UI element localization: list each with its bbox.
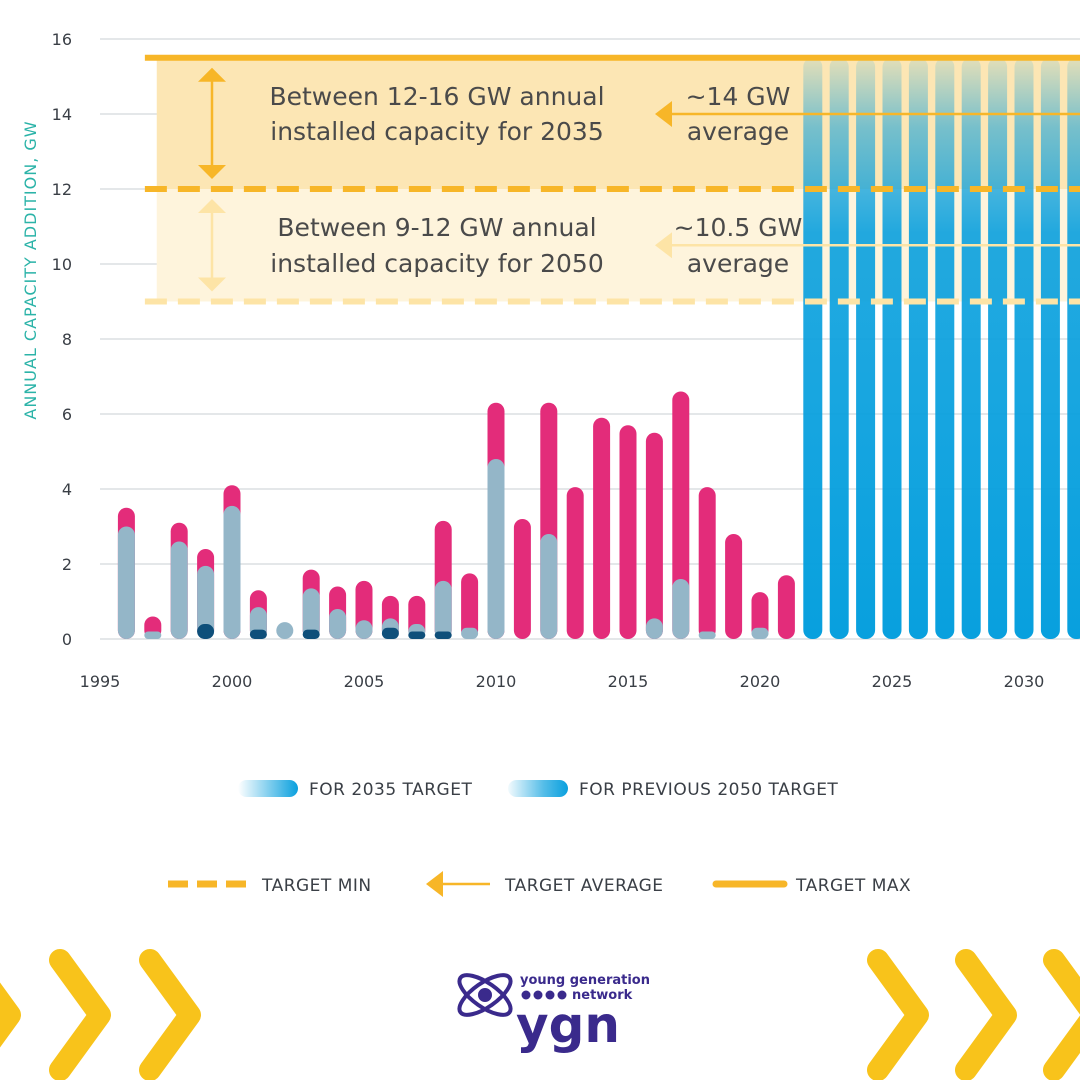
bar-2018-pink [698,487,716,639]
target-bar-2022 [803,57,823,639]
bar-2010-grey [487,459,505,639]
y-tick-label-12: 12 [52,180,72,199]
y-tick-label-4: 4 [62,480,72,499]
bar-2004-grey [329,609,347,639]
annotation-avg-2050-line-2: average [687,249,789,278]
bar-2019-pink [725,534,743,639]
bar-1997-grey [144,631,162,639]
bar-2001-dark [249,629,267,639]
y-tick-label-6: 6 [62,405,72,424]
bar-1999-grey [197,565,215,639]
target-bar-2032 [1067,57,1080,639]
y-tick-label-8: 8 [62,330,72,349]
brand-logo-text: ygn [516,996,620,1054]
x-tick-label-2005: 2005 [344,672,385,691]
target-bar-2024 [856,57,876,639]
target-bar-2028 [961,57,981,639]
bar-2016-grey [645,618,663,639]
annotation-avg-2035-line-2: average [687,117,789,146]
bar-2007-dark [408,631,426,639]
target-bar-2023 [829,57,849,639]
target-bar-2031 [1040,57,1060,639]
x-tick-label-2030: 2030 [1004,672,1045,691]
annotation-band-2035-line-1: Between 12-16 GW annual [269,82,604,111]
bar-2016-pink [645,432,663,639]
chevron-right-group-icon [867,949,1080,1080]
bar-1999-dark [197,624,215,639]
bar-2008-dark [434,631,452,639]
bar-2017-pink [672,391,690,639]
y-tick-label-0: 0 [62,630,72,649]
range-2050-up-arrow-icon [198,199,226,213]
target-bar-2027 [935,57,955,639]
target-avg-2050-arrowhead-icon [655,232,672,259]
legend-label-target-min: TARGET MIN [261,876,372,896]
legend-arrow-left-icon [426,871,443,897]
range-2035-up-arrow-icon [198,67,226,82]
legend-label-2050: FOR PREVIOUS 2050 TARGET [579,780,838,800]
bar-2011-pink [513,519,531,639]
bar-2017-grey [672,579,690,639]
annotation-avg-2035-line-1: ~14 GW [686,82,791,111]
y-tick-label-14: 14 [52,105,72,124]
range-2050-down-arrow-icon [198,277,226,292]
brand-line-2: network [572,988,633,1003]
bar-1998-grey [170,541,188,639]
atom-icon [457,973,513,1017]
y-tick-label-16: 16 [52,30,72,49]
annotations: Between 12-16 GW annual installed capacit… [269,82,802,278]
chevron-left-group-icon [0,949,201,1080]
bar-2021-pink [777,575,795,639]
legend-label-2035: FOR 2035 TARGET [309,780,472,800]
annotation-band-2050-line-1: Between 9-12 GW annual [277,213,596,242]
bar-2020-pink [751,592,769,639]
x-tick-label-2010: 2010 [476,672,517,691]
x-tick-label-2015: 2015 [608,672,649,691]
annotation-band-2050-line-2: installed capacity for 2050 [270,249,603,278]
legend-swatch-2050 [508,780,568,797]
legend-swatch-2035 [238,780,298,797]
target-bar-2029 [988,57,1008,639]
legend-label-target-max: TARGET MAX [795,876,911,896]
target-bar-2025 [882,57,902,639]
brand-dots-icon [521,990,567,1000]
target-avg-2035-arrowhead-icon [655,101,672,127]
bar-2009-grey [461,627,479,639]
legend-label-target-avg: TARGET AVERAGE [504,876,664,896]
bar-2014-pink [593,417,611,639]
x-tick-label-2000: 2000 [212,672,253,691]
bar-2012-grey [540,534,558,639]
target-lines [144,54,1080,305]
x-tick-label-2025: 2025 [872,672,913,691]
annotation-band-2035-line-2: installed capacity for 2035 [270,117,603,146]
range-2035-down-arrow-icon [198,165,226,179]
bar-2003-dark [302,629,320,639]
bar-2020-grey [751,627,769,639]
bar-2003-grey [302,588,320,639]
y-tick-label-2: 2 [62,555,72,574]
target-bar-2030 [1014,57,1034,639]
bar-2008-grey [434,580,452,639]
ygn-logo: young generation network ygn [457,973,650,1054]
x-tick-label-2020: 2020 [740,672,781,691]
bar-2018-grey [698,631,716,639]
bars [117,57,1080,639]
bar-2009-pink [461,573,479,639]
target-bar-2026 [908,57,928,639]
y-tick-label-10: 10 [52,255,72,274]
bar-2015-pink [619,425,637,639]
y-axis-label: ANNUAL CAPACITY ADDITION, GW [21,120,40,419]
bar-2005-grey [355,620,373,639]
bar-2002-grey [276,622,294,639]
bar-2013-pink [566,487,584,639]
bar-1996-grey [117,526,135,639]
x-tick-label-1995: 1995 [80,672,121,691]
legend: FOR 2035 TARGET FOR PREVIOUS 2050 TARGET T… [168,780,911,897]
bar-2000-grey [223,505,241,639]
annotation-avg-2050-line-1: ~10.5 GW [674,213,803,242]
axes: 0 2 4 6 8 10 12 14 16 1995 2000 2005 2010 2015 2020 202… [52,30,1045,691]
bar-2006-dark [381,627,399,639]
brand-line-1: young generation [520,973,650,988]
